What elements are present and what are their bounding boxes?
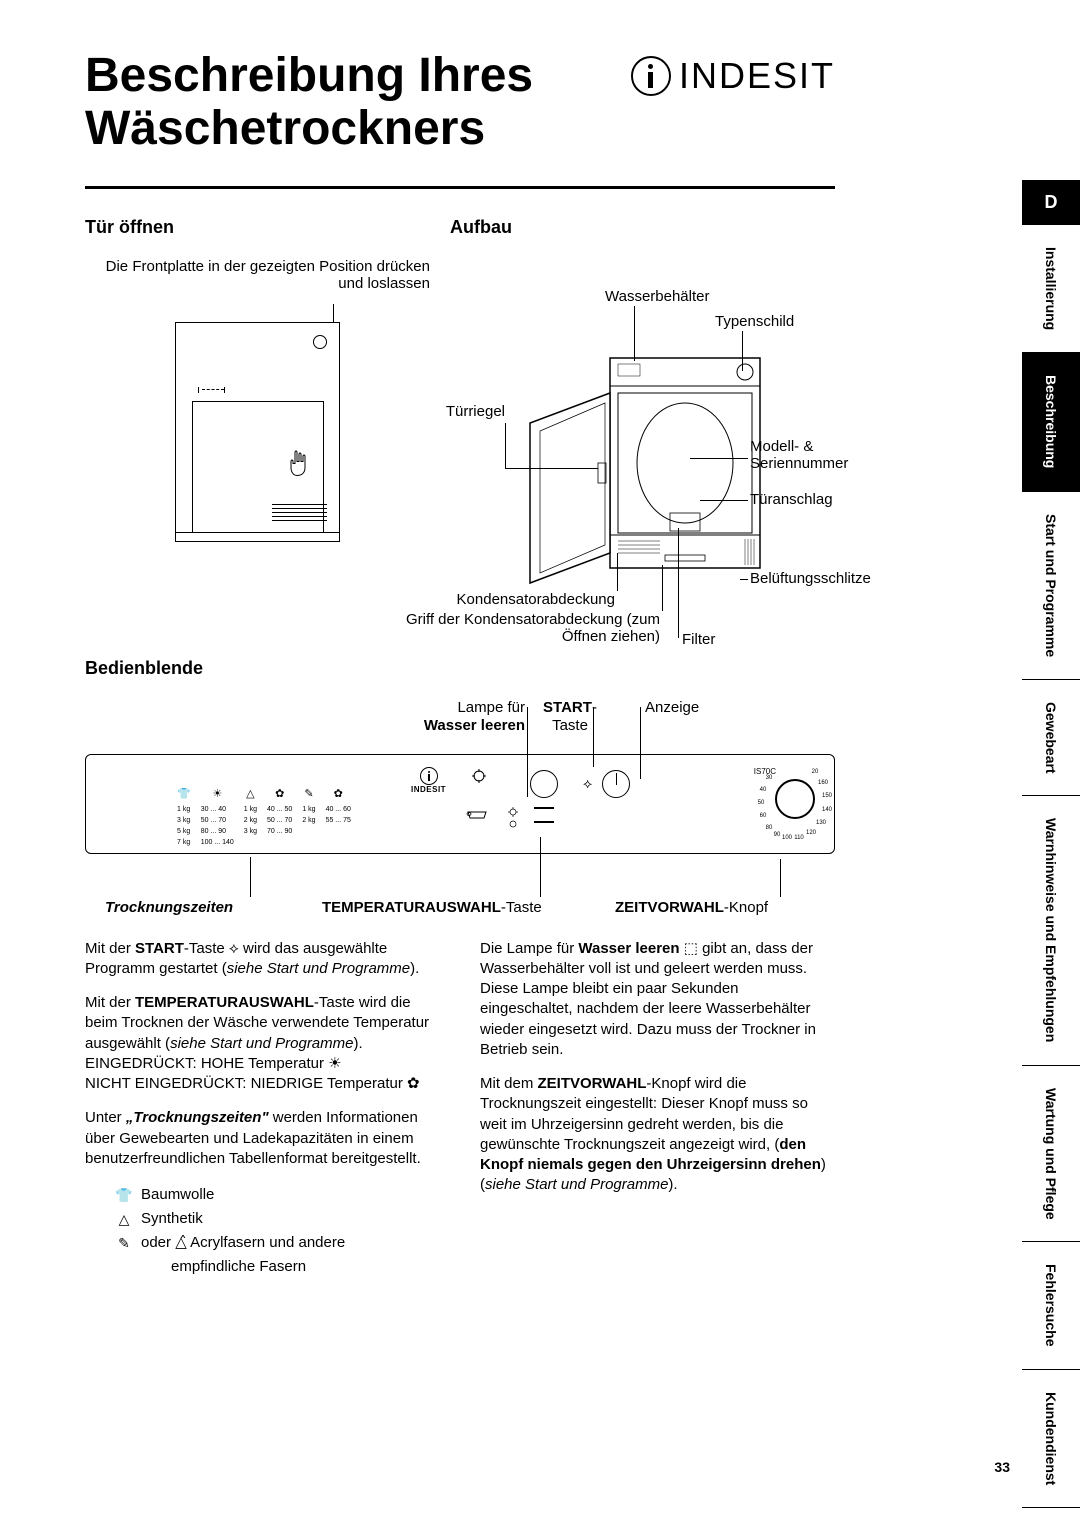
door-caption: Die Frontplatte in der gezeigten Positio… — [85, 258, 430, 292]
callout-condenser-cover: Kondensatorabdeckung — [430, 591, 615, 608]
svg-text:40: 40 — [760, 787, 767, 793]
sidebar-item-fabric: Gewebeart — [1022, 680, 1080, 797]
svg-text:110: 110 — [794, 835, 804, 841]
svg-text:140: 140 — [822, 807, 833, 813]
temp-line-low — [534, 821, 554, 823]
label-water-lamp-pre: Lampe für — [457, 699, 525, 716]
synthetic-icon: △ — [115, 1210, 133, 1228]
svg-text:90: 90 — [774, 832, 781, 838]
svg-text:20: 20 — [812, 769, 819, 775]
sidebar-item-troubleshoot: Fehlersuche — [1022, 1242, 1080, 1369]
label-start-main: START — [543, 699, 592, 716]
sidebar-item-start-programs: Start und Programme — [1022, 492, 1080, 680]
sidebar-item-maintenance: Wartung und Pflege — [1022, 1066, 1080, 1243]
cotton-icon: 👕 — [115, 1186, 133, 1204]
svg-text:130: 130 — [816, 820, 827, 826]
callout-model-serial: Modell- & Seriennummer — [750, 438, 848, 472]
body-col-right: Die Lampe für Wasser leeren ⬚ gibt an, d… — [480, 939, 835, 1280]
fabric-acrylic: oder △̂ Acrylfasern und andere — [141, 1231, 345, 1255]
svg-text:120: 120 — [806, 830, 817, 836]
brand-logo: INDESIT — [631, 55, 835, 97]
assembly-section-title: Aufbau — [450, 217, 835, 238]
label-time-main: ZEITVORWAHL — [615, 899, 724, 916]
sidebar-item-service: Kundendienst — [1022, 1370, 1080, 1508]
callout-door-latch: Türriegel — [435, 403, 505, 420]
drying-times-table: 👕☀△✿✎✿ 1 kg30 ... 401 kg40 ... 501 kg40 … — [171, 785, 357, 850]
fabric-cotton: Baumwolle — [141, 1183, 214, 1207]
language-badge: D — [1022, 180, 1080, 225]
time-knob-graphic: 20 160 150 140 130 120 110 100 90 80 60 … — [745, 759, 845, 859]
panel-logo: INDESIT — [411, 767, 446, 794]
brand-name: INDESIT — [679, 55, 835, 97]
sidebar-item-installation: Installierung — [1022, 225, 1080, 353]
temp-line-high — [534, 807, 554, 809]
page-number: 33 — [994, 1459, 1010, 1475]
sidebar-item-description: Beschreibung — [1022, 353, 1080, 491]
diamond-icon: ⟡ — [583, 775, 592, 792]
start-button-graphic — [530, 770, 558, 798]
logo-icon — [631, 56, 671, 96]
indicator-graphic — [602, 770, 630, 798]
body-col-left: Mit der START-Taste ⟡ wird das ausgewähl… — [85, 939, 440, 1280]
fabric-acrylic-2: empfindliche Fasern — [171, 1255, 306, 1279]
svg-text:30: 30 — [766, 775, 773, 781]
svg-text:50: 50 — [758, 800, 765, 806]
panel-section-title: Bedienblende — [85, 658, 835, 679]
svg-text:100: 100 — [782, 835, 793, 841]
push-hand-icon — [287, 449, 311, 484]
callout-nameplate: Typenschild — [715, 313, 794, 330]
label-drying-times: Trocknungszeiten — [105, 899, 233, 916]
door-section-title: Tür öffnen — [85, 217, 430, 238]
door-diagram — [85, 304, 430, 542]
callout-vent-slots: Belüftungsschlitze — [750, 570, 871, 587]
acrylic-icon: ✎ — [115, 1234, 133, 1252]
water-tray-icon — [466, 810, 488, 820]
fabric-synthetic: Synthetik — [141, 1207, 203, 1231]
temp-icons — [508, 807, 530, 829]
label-temp-main: TEMPERATURAUSWAHL — [322, 899, 501, 916]
sidebar-item-warnings: Warnhinweise und Empfehlungen — [1022, 796, 1080, 1065]
section-sidebar: D Installierung Beschreibung Start und P… — [1022, 180, 1080, 1508]
dryer-open-illustration — [510, 353, 790, 593]
callout-filter: Filter — [682, 631, 715, 648]
panel-diagram: Lampe für Wasser leeren START-Taste Anze… — [85, 699, 835, 899]
label-time-suffix: -Knopf — [724, 899, 768, 916]
svg-text:150: 150 — [822, 793, 833, 799]
water-lamp-icon — [472, 769, 486, 783]
assembly-diagram: Wasserbehälter Typenschild Türriegel Mod… — [450, 258, 835, 638]
label-indicator: Anzeige — [645, 699, 699, 717]
callout-door-stop: Türanschlag — [750, 491, 833, 508]
callout-condenser-handle: Griff der Kondensatorabdeckung (zum Öffn… — [395, 611, 660, 645]
label-temp-suffix: -Taste — [501, 899, 542, 916]
svg-text:160: 160 — [818, 780, 829, 786]
callout-water-container: Wasserbehälter — [605, 288, 710, 305]
label-water-lamp: Wasser leeren — [424, 717, 525, 734]
svg-text:60: 60 — [760, 813, 767, 819]
svg-text:80: 80 — [766, 825, 773, 831]
